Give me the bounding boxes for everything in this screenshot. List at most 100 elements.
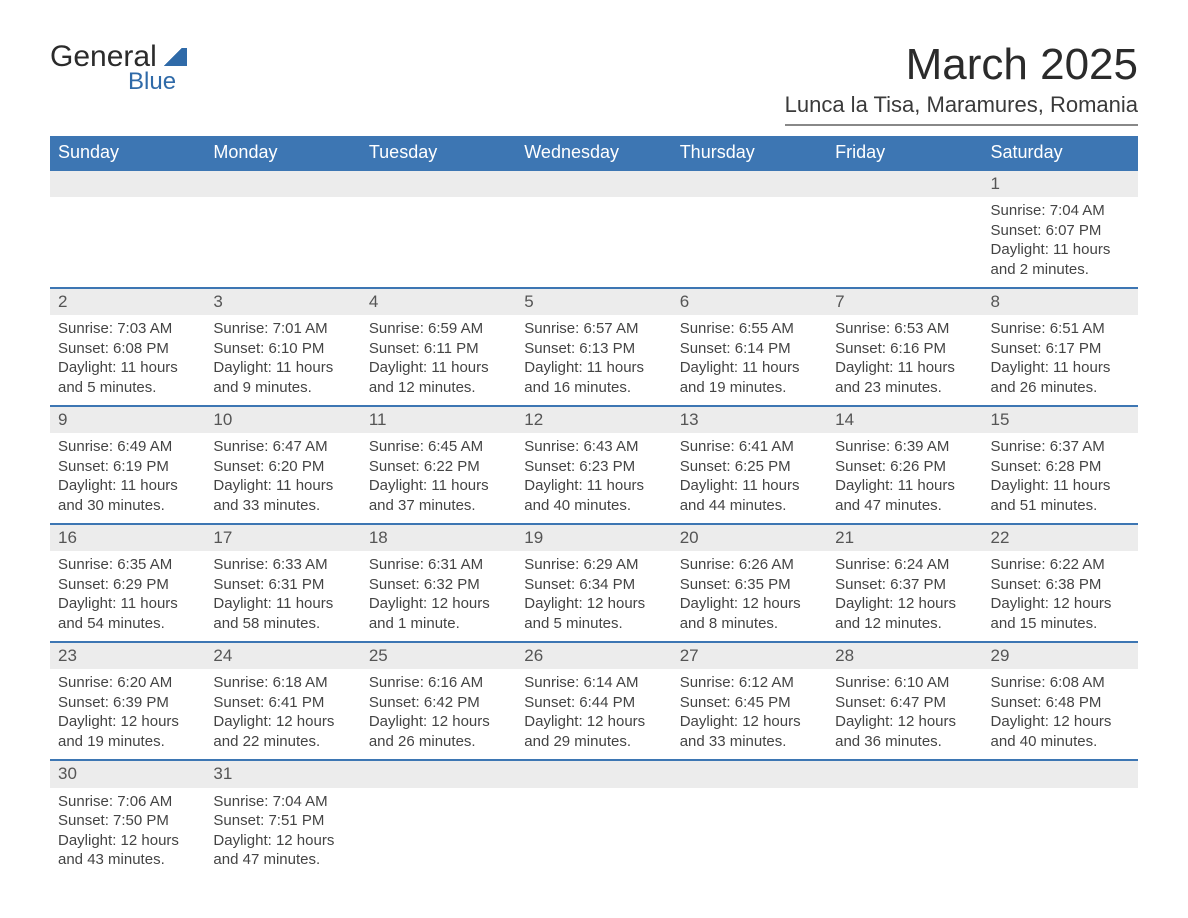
day-number-cell: 15: [983, 406, 1138, 433]
sunset-text: Sunset: 6:11 PM: [369, 339, 508, 359]
day-detail-cell: Sunrise: 6:35 AMSunset: 6:29 PMDaylight:…: [50, 551, 205, 642]
sunset-text: Sunset: 6:22 PM: [369, 457, 508, 477]
day-number-cell: [361, 170, 516, 197]
location: Lunca la Tisa, Maramures, Romania: [785, 92, 1138, 126]
daylight-text-2: and 54 minutes.: [58, 614, 197, 634]
daylight-text-2: and 5 minutes.: [58, 378, 197, 398]
day-number-cell: 24: [205, 642, 360, 669]
day-detail-cell: Sunrise: 7:03 AMSunset: 6:08 PMDaylight:…: [50, 315, 205, 406]
day-detail-cell: [672, 788, 827, 878]
day-detail-cell: [50, 197, 205, 288]
day-detail-row: Sunrise: 6:35 AMSunset: 6:29 PM Daylight:…: [50, 551, 1138, 642]
sunrise-text: Sunrise: 6:43 AM: [524, 437, 663, 457]
daylight-text-2: and 40 minutes.: [524, 496, 663, 516]
day-number-cell: 28: [827, 642, 982, 669]
daylight-text-2: and 47 minutes.: [213, 850, 352, 870]
day-detail-cell: Sunrise: 6:49 AMSunset: 6:19 PMDaylight:…: [50, 433, 205, 524]
daylight-text-1: Daylight: 11 hours: [524, 476, 663, 496]
daylight-text-1: Daylight: 12 hours: [680, 594, 819, 614]
sunrise-text: Sunrise: 6:39 AM: [835, 437, 974, 457]
daylight-text-2: and 58 minutes.: [213, 614, 352, 634]
day-number-cell: [205, 170, 360, 197]
day-detail-cell: Sunrise: 6:08 AMSunset: 6:48 PMDaylight:…: [983, 669, 1138, 760]
sunrise-text: Sunrise: 6:53 AM: [835, 319, 974, 339]
sunset-text: Sunset: 6:08 PM: [58, 339, 197, 359]
day-detail-cell: Sunrise: 7:04 AMSunset: 7:51 PMDaylight:…: [205, 788, 360, 878]
day-number-cell: 9: [50, 406, 205, 433]
day-detail-cell: Sunrise: 6:51 AMSunset: 6:17 PMDaylight:…: [983, 315, 1138, 406]
day-detail-cell: Sunrise: 6:43 AMSunset: 6:23 PMDaylight:…: [516, 433, 671, 524]
day-detail-cell: Sunrise: 6:53 AMSunset: 6:16 PMDaylight:…: [827, 315, 982, 406]
sunrise-text: Sunrise: 6:24 AM: [835, 555, 974, 575]
sunrise-text: Sunrise: 6:45 AM: [369, 437, 508, 457]
sunset-text: Sunset: 6:44 PM: [524, 693, 663, 713]
day-detail-cell: [827, 197, 982, 288]
day-detail-cell: Sunrise: 7:06 AMSunset: 7:50 PMDaylight:…: [50, 788, 205, 878]
sunset-text: Sunset: 6:45 PM: [680, 693, 819, 713]
sunrise-text: Sunrise: 7:01 AM: [213, 319, 352, 339]
day-number-cell: 17: [205, 524, 360, 551]
daylight-text-2: and 12 minutes.: [835, 614, 974, 634]
day-detail-cell: Sunrise: 6:12 AMSunset: 6:45 PMDaylight:…: [672, 669, 827, 760]
day-detail-row: Sunrise: 6:49 AMSunset: 6:19 PMDaylight:…: [50, 433, 1138, 524]
sunrise-text: Sunrise: 6:29 AM: [524, 555, 663, 575]
sunrise-text: Sunrise: 6:59 AM: [369, 319, 508, 339]
sunset-text: Sunset: 6:29 PM: [58, 575, 197, 595]
day-number-cell: 26: [516, 642, 671, 669]
daylight-text-2: and 22 minutes.: [213, 732, 352, 752]
sunrise-text: Sunrise: 6:49 AM: [58, 437, 197, 457]
sunset-text: Sunset: 6:25 PM: [680, 457, 819, 477]
day-detail-cell: Sunrise: 6:18 AMSunset: 6:41 PMDaylight:…: [205, 669, 360, 760]
title-block: March 2025 Lunca la Tisa, Maramures, Rom…: [785, 40, 1138, 126]
day-number-cell: 2: [50, 288, 205, 315]
daylight-text-1: Daylight: 12 hours: [991, 712, 1130, 732]
day-number-cell: 27: [672, 642, 827, 669]
day-number-cell: [516, 170, 671, 197]
day-detail-cell: [983, 788, 1138, 878]
day-number-cell: 5: [516, 288, 671, 315]
day-detail-cell: Sunrise: 6:16 AMSunset: 6:42 PMDaylight:…: [361, 669, 516, 760]
calendar-table: SundayMondayTuesdayWednesdayThursdayFrid…: [50, 136, 1138, 878]
weekday-header: Saturday: [983, 136, 1138, 170]
sunset-text: Sunset: 6:26 PM: [835, 457, 974, 477]
sunrise-text: Sunrise: 6:08 AM: [991, 673, 1130, 693]
sunrise-text: Sunrise: 7:04 AM: [991, 201, 1130, 221]
daylight-text-1: Daylight: 11 hours: [213, 358, 352, 378]
sunset-text: Sunset: 6:31 PM: [213, 575, 352, 595]
sunset-text: Sunset: 6:17 PM: [991, 339, 1130, 359]
sunset-text: Sunset: 6:39 PM: [58, 693, 197, 713]
sunset-text: Sunset: 6:14 PM: [680, 339, 819, 359]
sunset-text: Sunset: 6:10 PM: [213, 339, 352, 359]
daylight-text-2: and 29 minutes.: [524, 732, 663, 752]
daylight-text-1: Daylight: 11 hours: [369, 476, 508, 496]
sunrise-text: Sunrise: 6:55 AM: [680, 319, 819, 339]
day-number-cell: 11: [361, 406, 516, 433]
sunset-text: Sunset: 6:48 PM: [991, 693, 1130, 713]
daylight-text-2: and 51 minutes.: [991, 496, 1130, 516]
sunset-text: Sunset: 6:41 PM: [213, 693, 352, 713]
day-number-cell: 20: [672, 524, 827, 551]
day-number-row: 9101112131415: [50, 406, 1138, 433]
weekday-header-row: SundayMondayTuesdayWednesdayThursdayFrid…: [50, 136, 1138, 170]
sunrise-text: Sunrise: 7:04 AM: [213, 792, 352, 812]
day-detail-cell: [205, 197, 360, 288]
day-detail-cell: Sunrise: 6:22 AMSunset: 6:38 PMDaylight:…: [983, 551, 1138, 642]
sunset-text: Sunset: 6:35 PM: [680, 575, 819, 595]
daylight-text-2: and 47 minutes.: [835, 496, 974, 516]
sunrise-text: Sunrise: 6:10 AM: [835, 673, 974, 693]
daylight-text-1: Daylight: 12 hours: [58, 712, 197, 732]
day-number-cell: 23: [50, 642, 205, 669]
day-number-cell: [983, 760, 1138, 787]
day-number-cell: [50, 170, 205, 197]
day-detail-cell: [516, 197, 671, 288]
daylight-text-2: and 40 minutes.: [991, 732, 1130, 752]
day-detail-cell: Sunrise: 6:37 AMSunset: 6:28 PMDaylight:…: [983, 433, 1138, 524]
daylight-text-2: and 30 minutes.: [58, 496, 197, 516]
daylight-text-1: Daylight: 11 hours: [213, 476, 352, 496]
daylight-text-2: and 37 minutes.: [369, 496, 508, 516]
daylight-text-1: Daylight: 11 hours: [991, 476, 1130, 496]
daylight-text-1: Daylight: 12 hours: [524, 594, 663, 614]
daylight-text-1: Daylight: 12 hours: [680, 712, 819, 732]
sunrise-text: Sunrise: 6:35 AM: [58, 555, 197, 575]
logo-flag-icon: [159, 48, 187, 66]
